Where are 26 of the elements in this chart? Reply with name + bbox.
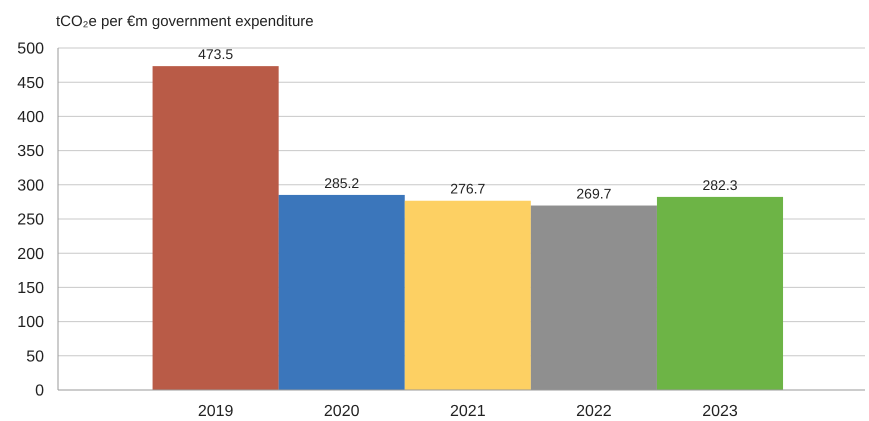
y-tick-label: 200 bbox=[17, 246, 44, 263]
x-tick-label: 2020 bbox=[324, 403, 360, 420]
y-tick-label: 450 bbox=[17, 74, 44, 92]
bar bbox=[152, 66, 279, 390]
x-tick-label: 2022 bbox=[576, 403, 612, 420]
x-tick-label: 2019 bbox=[198, 403, 234, 420]
y-tick-label: 100 bbox=[17, 314, 44, 332]
x-tick-label: 2023 bbox=[702, 403, 738, 420]
y-tick-label: 0 bbox=[35, 382, 44, 400]
y-tick-label: 150 bbox=[17, 280, 44, 297]
data-label: 473.5 bbox=[198, 46, 234, 62]
data-label: 269.7 bbox=[576, 186, 612, 202]
bar bbox=[404, 200, 531, 390]
data-label: 276.7 bbox=[450, 180, 486, 197]
data-label: 285.2 bbox=[324, 174, 360, 191]
bar bbox=[656, 196, 784, 390]
x-tick-label: 2021 bbox=[450, 403, 486, 420]
data-label: 282.3 bbox=[702, 176, 738, 193]
y-axis-title: tCO₂e per €m government expenditure bbox=[56, 13, 314, 30]
y-tick-label: 400 bbox=[17, 109, 44, 126]
y-tick-label: 250 bbox=[17, 212, 44, 229]
bar bbox=[278, 194, 405, 390]
y-tick-label: 500 bbox=[17, 40, 44, 58]
y-tick-label: 350 bbox=[17, 143, 44, 160]
y-tick-label: 50 bbox=[26, 348, 44, 366]
y-tick-label: 300 bbox=[17, 177, 44, 194]
